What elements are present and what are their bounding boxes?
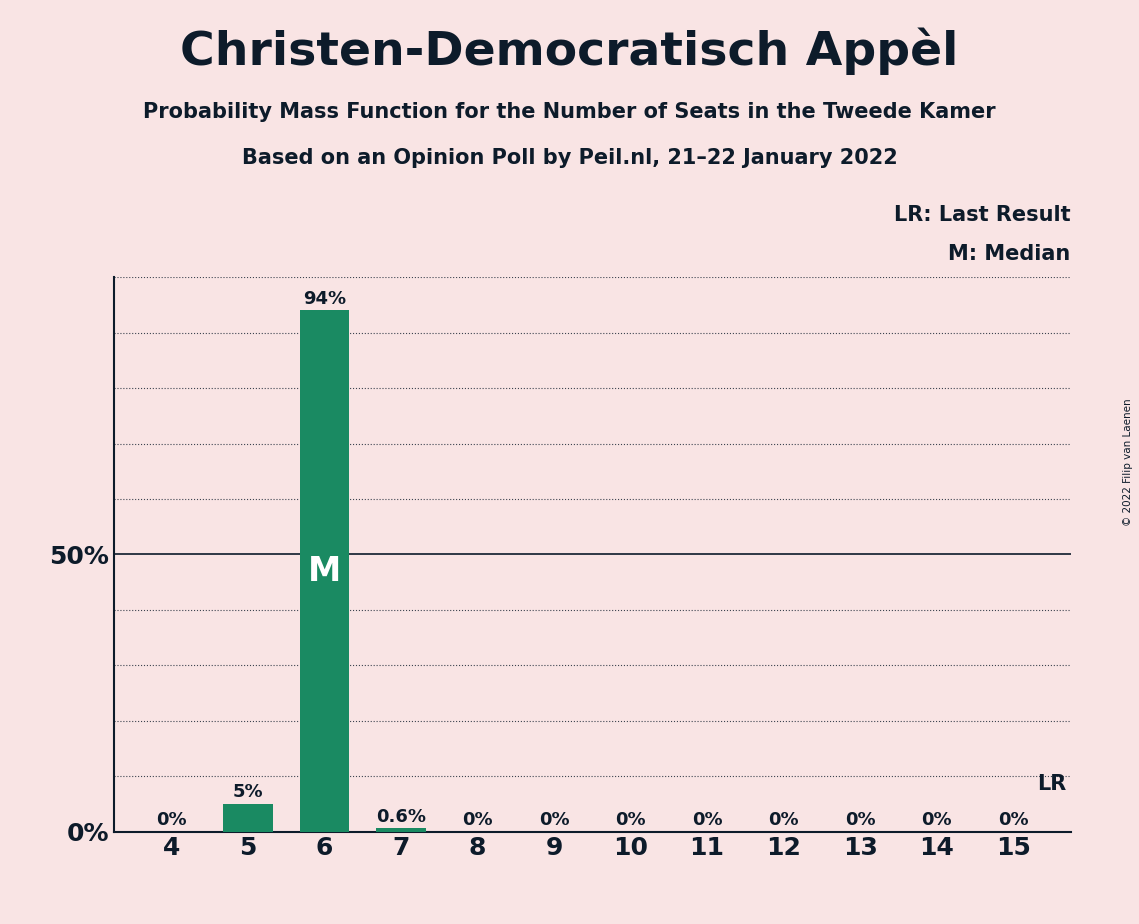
Text: 0%: 0% bbox=[921, 811, 952, 829]
Bar bbox=[376, 828, 426, 832]
Text: M: M bbox=[308, 554, 341, 588]
Text: Probability Mass Function for the Number of Seats in the Tweede Kamer: Probability Mass Function for the Number… bbox=[144, 102, 995, 122]
Text: 94%: 94% bbox=[303, 290, 346, 308]
Text: 0%: 0% bbox=[769, 811, 798, 829]
Text: 0.6%: 0.6% bbox=[376, 808, 426, 825]
Text: 0%: 0% bbox=[845, 811, 876, 829]
Text: LR: LR bbox=[1038, 774, 1067, 795]
Text: 0%: 0% bbox=[462, 811, 493, 829]
Text: 0%: 0% bbox=[539, 811, 570, 829]
Text: Christen-Democratisch Appèl: Christen-Democratisch Appèl bbox=[180, 28, 959, 75]
Text: 0%: 0% bbox=[615, 811, 646, 829]
Text: © 2022 Filip van Laenen: © 2022 Filip van Laenen bbox=[1123, 398, 1133, 526]
Bar bbox=[223, 804, 272, 832]
Bar bbox=[300, 310, 350, 832]
Text: 0%: 0% bbox=[691, 811, 722, 829]
Text: 0%: 0% bbox=[156, 811, 187, 829]
Text: 0%: 0% bbox=[998, 811, 1029, 829]
Text: LR: Last Result: LR: Last Result bbox=[894, 205, 1071, 225]
Text: 5%: 5% bbox=[232, 784, 263, 801]
Text: M: Median: M: Median bbox=[949, 244, 1071, 264]
Text: Based on an Opinion Poll by Peil.nl, 21–22 January 2022: Based on an Opinion Poll by Peil.nl, 21–… bbox=[241, 148, 898, 168]
